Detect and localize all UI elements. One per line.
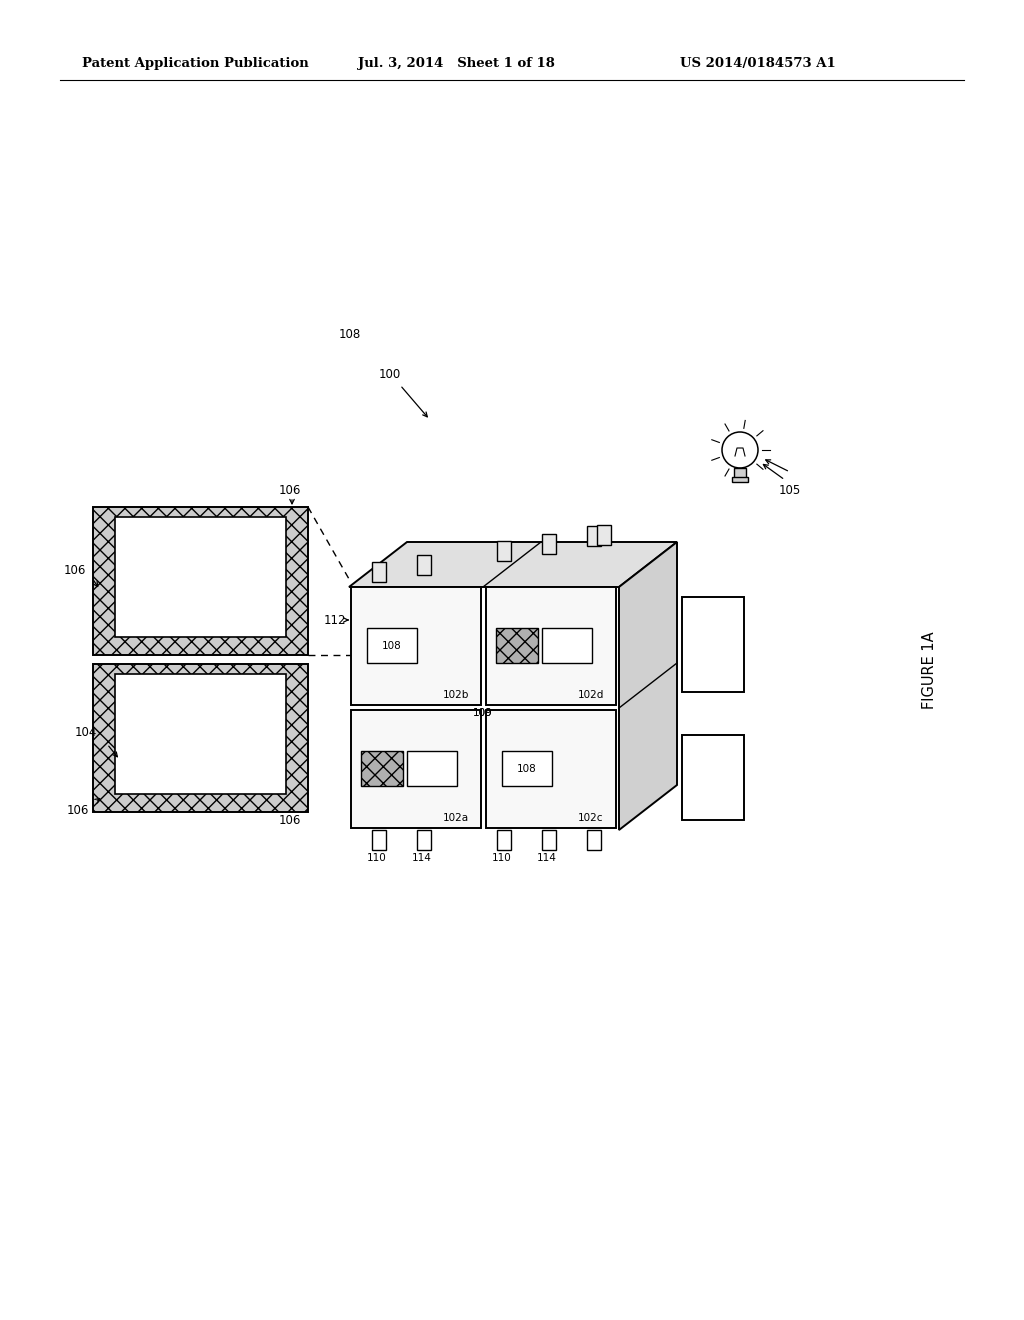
Bar [497, 541, 511, 561]
Bar [497, 830, 511, 850]
Text: 105: 105 [779, 483, 801, 496]
Text: 110: 110 [493, 853, 512, 863]
Text: 106: 106 [279, 483, 301, 496]
Text: 100: 100 [379, 368, 401, 381]
Bar [682, 597, 744, 692]
Bar [734, 469, 746, 478]
Bar [597, 524, 611, 544]
Text: 106: 106 [279, 813, 301, 826]
Bar [351, 587, 481, 705]
Polygon shape [618, 543, 677, 830]
Bar [496, 628, 538, 663]
Bar [542, 830, 556, 850]
Text: 106: 106 [67, 804, 89, 817]
Bar [502, 751, 552, 785]
Text: 108: 108 [382, 642, 401, 651]
Bar [372, 830, 386, 850]
Bar [361, 751, 403, 785]
Bar [587, 527, 601, 546]
Text: 108: 108 [339, 329, 361, 342]
Text: 104: 104 [75, 726, 97, 738]
Text: US 2014/0184573 A1: US 2014/0184573 A1 [680, 58, 836, 70]
Text: 108: 108 [557, 642, 577, 651]
Bar [407, 751, 457, 785]
Text: FIGURE 1A: FIGURE 1A [923, 631, 938, 709]
Polygon shape [349, 543, 677, 587]
Bar [486, 710, 616, 828]
Bar [93, 507, 308, 655]
Bar [732, 477, 748, 482]
Bar [93, 664, 308, 812]
Bar [417, 554, 431, 574]
Text: 102c: 102c [579, 813, 604, 822]
Bar [587, 830, 601, 850]
Text: 106: 106 [63, 564, 86, 577]
Text: 109: 109 [473, 708, 493, 718]
Bar [367, 628, 417, 663]
Bar [115, 675, 286, 795]
Bar [542, 533, 556, 553]
Text: 102d: 102d [578, 690, 604, 700]
Bar [486, 587, 616, 705]
Text: 102b: 102b [442, 690, 469, 700]
Text: 108: 108 [517, 764, 537, 774]
Bar [682, 735, 744, 820]
Text: 114: 114 [412, 853, 432, 863]
Text: 112: 112 [324, 614, 346, 627]
Text: Patent Application Publication: Patent Application Publication [82, 58, 309, 70]
Text: 102a: 102a [443, 813, 469, 822]
Text: 109: 109 [473, 708, 493, 718]
Bar [417, 830, 431, 850]
Bar [372, 562, 386, 582]
Text: 110: 110 [368, 853, 387, 863]
Bar [351, 710, 481, 828]
Text: 114: 114 [537, 853, 557, 863]
Bar [115, 517, 286, 638]
Text: Jul. 3, 2014   Sheet 1 of 18: Jul. 3, 2014 Sheet 1 of 18 [358, 58, 555, 70]
Bar [542, 628, 592, 663]
Text: 108: 108 [422, 764, 442, 774]
